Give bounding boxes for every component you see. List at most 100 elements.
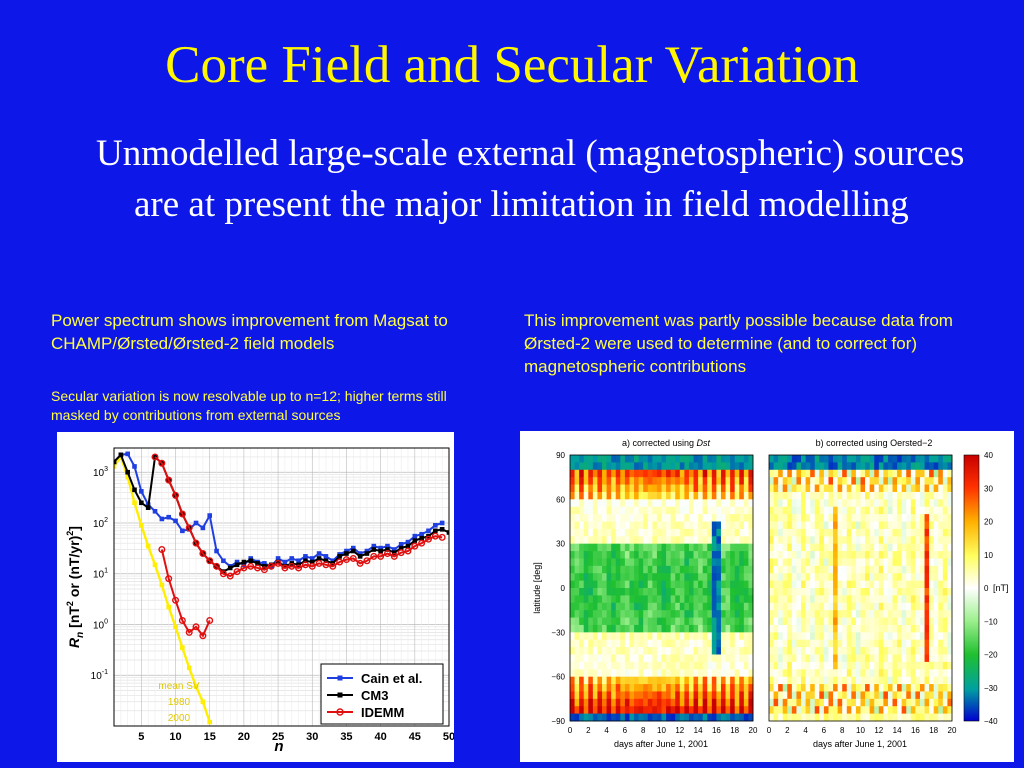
- heatmap-cell: [615, 528, 621, 537]
- heatmap-cell: [801, 647, 806, 655]
- heatmap-cell: [823, 610, 829, 618]
- heatmap-cell: [778, 536, 784, 545]
- heatmap-cell: [919, 514, 925, 522]
- heatmap-cell: [869, 551, 875, 559]
- heatmap-cell: [874, 477, 880, 485]
- heatmap-cell: [833, 469, 839, 478]
- heatmap-cell: [773, 565, 779, 574]
- heatmap-cell: [602, 469, 608, 478]
- heatmap-cell: [929, 610, 935, 618]
- heatmap-cell: [938, 558, 944, 567]
- heatmap-cell: [570, 647, 575, 655]
- heatmap-cell: [730, 573, 736, 582]
- heatmap-cell: [656, 661, 662, 670]
- heatmap-cell: [846, 573, 852, 582]
- heatmap-cell: [583, 632, 589, 641]
- heatmap-cell: [579, 528, 585, 537]
- heatmap-cell: [892, 661, 898, 670]
- heatmap-cell: [656, 469, 662, 478]
- heatmap-cell: [842, 455, 848, 463]
- heatmap-cell: [748, 588, 754, 596]
- heatmap-cell: [910, 647, 916, 655]
- heatmap-cell: [851, 669, 857, 678]
- heatmap-cell: [883, 632, 889, 641]
- heatmap-cell: [666, 684, 672, 692]
- heatmap-cell: [892, 573, 898, 582]
- heatmap-cell: [675, 462, 681, 471]
- heatmap-cell: [919, 661, 925, 670]
- heatmap-cell: [647, 691, 653, 700]
- heatmap-cell: [698, 610, 704, 618]
- heatmap-cell: [675, 491, 681, 500]
- heatmap-cell: [878, 506, 884, 515]
- heatmap-cell: [787, 654, 793, 663]
- heatmap-cell: [865, 580, 871, 589]
- heatmap-cell: [915, 610, 921, 618]
- heatmap-cell: [611, 684, 617, 692]
- heatmap-cell: [698, 676, 704, 685]
- heatmap-cell: [579, 455, 585, 463]
- heatmap-cell: [666, 617, 672, 626]
- heatmap-cell: [865, 639, 871, 648]
- heatmap-cell: [634, 580, 640, 589]
- heatmap-cell: [878, 528, 884, 537]
- heatmap-cell: [915, 624, 921, 633]
- heatmap-x-tick-label: 4: [604, 726, 609, 735]
- heatmap-cell: [942, 617, 948, 626]
- heatmap-cell: [638, 462, 644, 471]
- heatmap-cell: [583, 684, 589, 692]
- heatmap-cell: [583, 543, 589, 552]
- heatmap-cell: [778, 661, 784, 670]
- heatmap-cell: [938, 477, 944, 485]
- heatmap-cell: [842, 588, 848, 596]
- data-point-idemm: [288, 562, 296, 570]
- heatmap-cell: [860, 565, 866, 574]
- heatmap-cell: [638, 624, 644, 633]
- heatmap-cell: [842, 558, 848, 567]
- heatmap-cell: [670, 521, 676, 530]
- heatmap-cell: [661, 684, 667, 692]
- heatmap-cell: [846, 514, 852, 522]
- heatmap-cell: [643, 647, 649, 655]
- heatmap-cell: [837, 588, 843, 596]
- heatmap-cell: [588, 469, 594, 478]
- heatmap-cell: [716, 491, 722, 500]
- heatmap-cell: [787, 617, 793, 626]
- heatmap-cell: [801, 491, 806, 500]
- heatmap-cell: [833, 610, 839, 618]
- heatmap-cell: [901, 654, 907, 663]
- heatmap-cell: [716, 573, 722, 582]
- heatmap-cell: [666, 698, 672, 707]
- heatmap-cell: [716, 536, 722, 545]
- heatmap-cell: [791, 706, 797, 715]
- heatmap-cell: [846, 477, 852, 485]
- heatmap-cell: [583, 462, 589, 471]
- heatmap-cell: [652, 610, 658, 618]
- heatmap-cell: [698, 491, 704, 500]
- heatmap-cell: [887, 669, 893, 678]
- heatmap-cell: [670, 499, 676, 508]
- heatmap-cell: [702, 691, 708, 700]
- heatmap-cell: [851, 469, 857, 478]
- data-point-cain-et-al: [166, 514, 171, 520]
- heatmap-cell: [698, 558, 704, 567]
- heatmap-cell: [684, 647, 690, 655]
- heatmap-cell: [688, 580, 694, 589]
- heatmap-cell: [769, 558, 774, 567]
- heatmap-cell: [743, 499, 749, 508]
- heatmap-cell: [597, 691, 603, 700]
- heatmap-cell: [769, 654, 774, 663]
- heatmap-cell: [929, 602, 935, 611]
- heatmap-cell: [602, 632, 608, 641]
- heatmap-cell: [739, 639, 745, 648]
- heatmap-cell: [823, 684, 829, 692]
- heatmap-cell: [748, 698, 754, 707]
- heatmap-cell: [711, 624, 717, 633]
- heatmap-cell: [720, 669, 726, 678]
- heatmap-cell: [597, 573, 603, 582]
- data-point-mean-sv-1980-2000: [132, 500, 137, 506]
- heatmap-cell: [860, 499, 866, 508]
- heatmap-cell: [919, 551, 925, 559]
- heatmap-cell: [823, 691, 829, 700]
- data-point-mean-sv-1980-2000: [193, 684, 199, 689]
